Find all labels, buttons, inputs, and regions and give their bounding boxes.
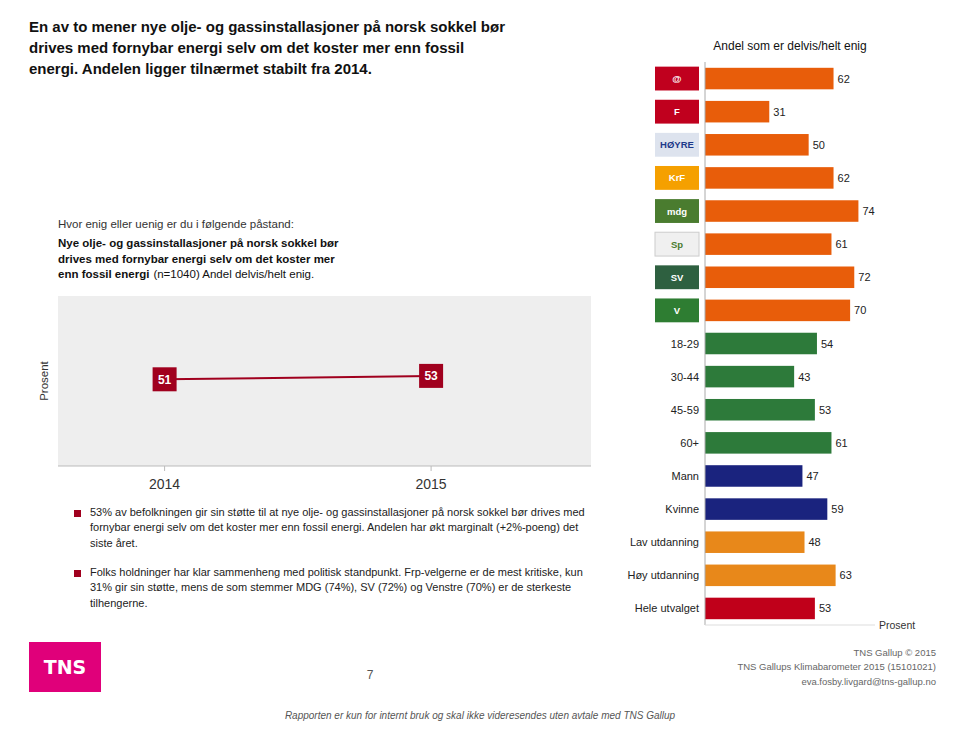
data-label: 62 [838, 73, 850, 85]
data-label: 61 [835, 238, 847, 250]
bar [705, 498, 827, 520]
data-label: 31 [773, 106, 785, 118]
logo: TNS [29, 642, 101, 692]
bar [705, 68, 834, 90]
marker [153, 367, 177, 391]
y-axis-label: Prosent [38, 360, 50, 400]
data-label: 50 [813, 139, 825, 151]
party-badge [655, 133, 699, 157]
x-axis-line [58, 466, 591, 467]
data-label: 51 [158, 373, 172, 387]
y-tick-label: 45-59 [671, 404, 699, 416]
y-tick-label: Høy utdanning [627, 569, 699, 581]
bar [705, 598, 815, 620]
bar [705, 101, 769, 123]
bar-chart-title: Andel som er delvis/helt enig [713, 39, 866, 53]
plot-background [58, 296, 591, 466]
party-badge [655, 199, 699, 223]
logo-text: TNS [29, 642, 101, 692]
bar [705, 432, 831, 454]
page: En av to mener nye olje- og gassinstalla… [0, 0, 960, 730]
y-tick-label: Hele utvalget [635, 602, 699, 614]
y-tick-label: HØYRE [660, 139, 694, 150]
data-label: 53 [819, 404, 831, 416]
data-label: 54 [821, 338, 833, 350]
x-tick [431, 466, 432, 471]
bar [705, 167, 834, 189]
y-tick-label: 60+ [680, 437, 699, 449]
page-number: 7 [360, 668, 380, 682]
y-tick-label: F [674, 106, 680, 117]
y-tick-label: Mann [671, 470, 699, 482]
x-axis-line [705, 625, 875, 626]
party-badge [655, 67, 699, 91]
annotation: (n=1040) Andel delvis/helt enig. [153, 268, 314, 280]
line [165, 376, 432, 379]
data-label: 62 [838, 172, 850, 184]
bar [705, 267, 854, 289]
bar [705, 333, 817, 355]
data-label: 53 [819, 602, 831, 614]
party-badge [655, 100, 699, 124]
bar [705, 565, 836, 587]
data-label: 63 [840, 569, 852, 581]
bar [705, 531, 805, 553]
data-label: 48 [809, 536, 821, 548]
data-label: 72 [858, 271, 870, 283]
y-tick-label: Lav utdanning [630, 536, 699, 548]
y-tick-label: 18-29 [671, 338, 699, 350]
zero-line [705, 62, 706, 625]
footer: Rapporten er kun for internt bruk og ska… [0, 710, 960, 721]
charts: 2014 2015 Prosent 51 53 Andel som er delvis/h… [0, 0, 960, 730]
y-tick-label: 30-44 [671, 371, 699, 383]
x-axis-label: Prosent [879, 619, 915, 631]
data-label: 74 [862, 205, 874, 217]
y-tick-label: @ [672, 73, 681, 84]
bar [705, 233, 831, 255]
party-badge [655, 298, 699, 322]
credit: TNS Gallup © 2015 TNS Gallups Klimabarom… [636, 646, 936, 689]
y-tick-label: Sp [671, 239, 683, 250]
data-label: 43 [798, 371, 810, 383]
title: En av to mener nye olje- og gassinstalla… [29, 16, 609, 79]
y-tick-label: Kvinne [665, 503, 699, 515]
party-badge [655, 232, 699, 256]
bullet-text: Folks holdninger har klar sammenheng med… [90, 565, 590, 611]
bar-marks [705, 68, 858, 619]
data-label: 47 [806, 470, 818, 482]
bar [705, 200, 858, 222]
y-tick-label: mdg [667, 206, 687, 217]
y-tick-label: KrF [669, 172, 686, 183]
x-tick-label: 2015 [416, 476, 447, 492]
data-label: 53 [424, 369, 438, 383]
bar [705, 465, 802, 487]
bullet-marker [74, 570, 81, 577]
bar [705, 399, 815, 421]
bullet-marker [74, 510, 81, 517]
bar [705, 366, 794, 388]
data-label: 70 [854, 304, 866, 316]
party-badge [655, 265, 699, 289]
y-tick-label: V [674, 305, 681, 316]
x-tick-label: 2014 [149, 476, 180, 492]
data-label: 61 [835, 437, 847, 449]
chart-title: Hvor enig eller uenig er du i følgende p… [58, 218, 598, 230]
bullet-text: 53% av befolkningen gir sin støtte til a… [90, 505, 590, 551]
data-label: 59 [831, 503, 843, 515]
marker [419, 364, 443, 388]
party-badge [655, 166, 699, 190]
bar [705, 134, 809, 156]
line-marks [153, 364, 444, 391]
y-tick-label: SV [671, 272, 684, 283]
bar [705, 300, 850, 322]
x-tick [164, 466, 165, 471]
subtitle-block: Nye olje- og gassinstallasjoner på norsk… [58, 236, 598, 283]
